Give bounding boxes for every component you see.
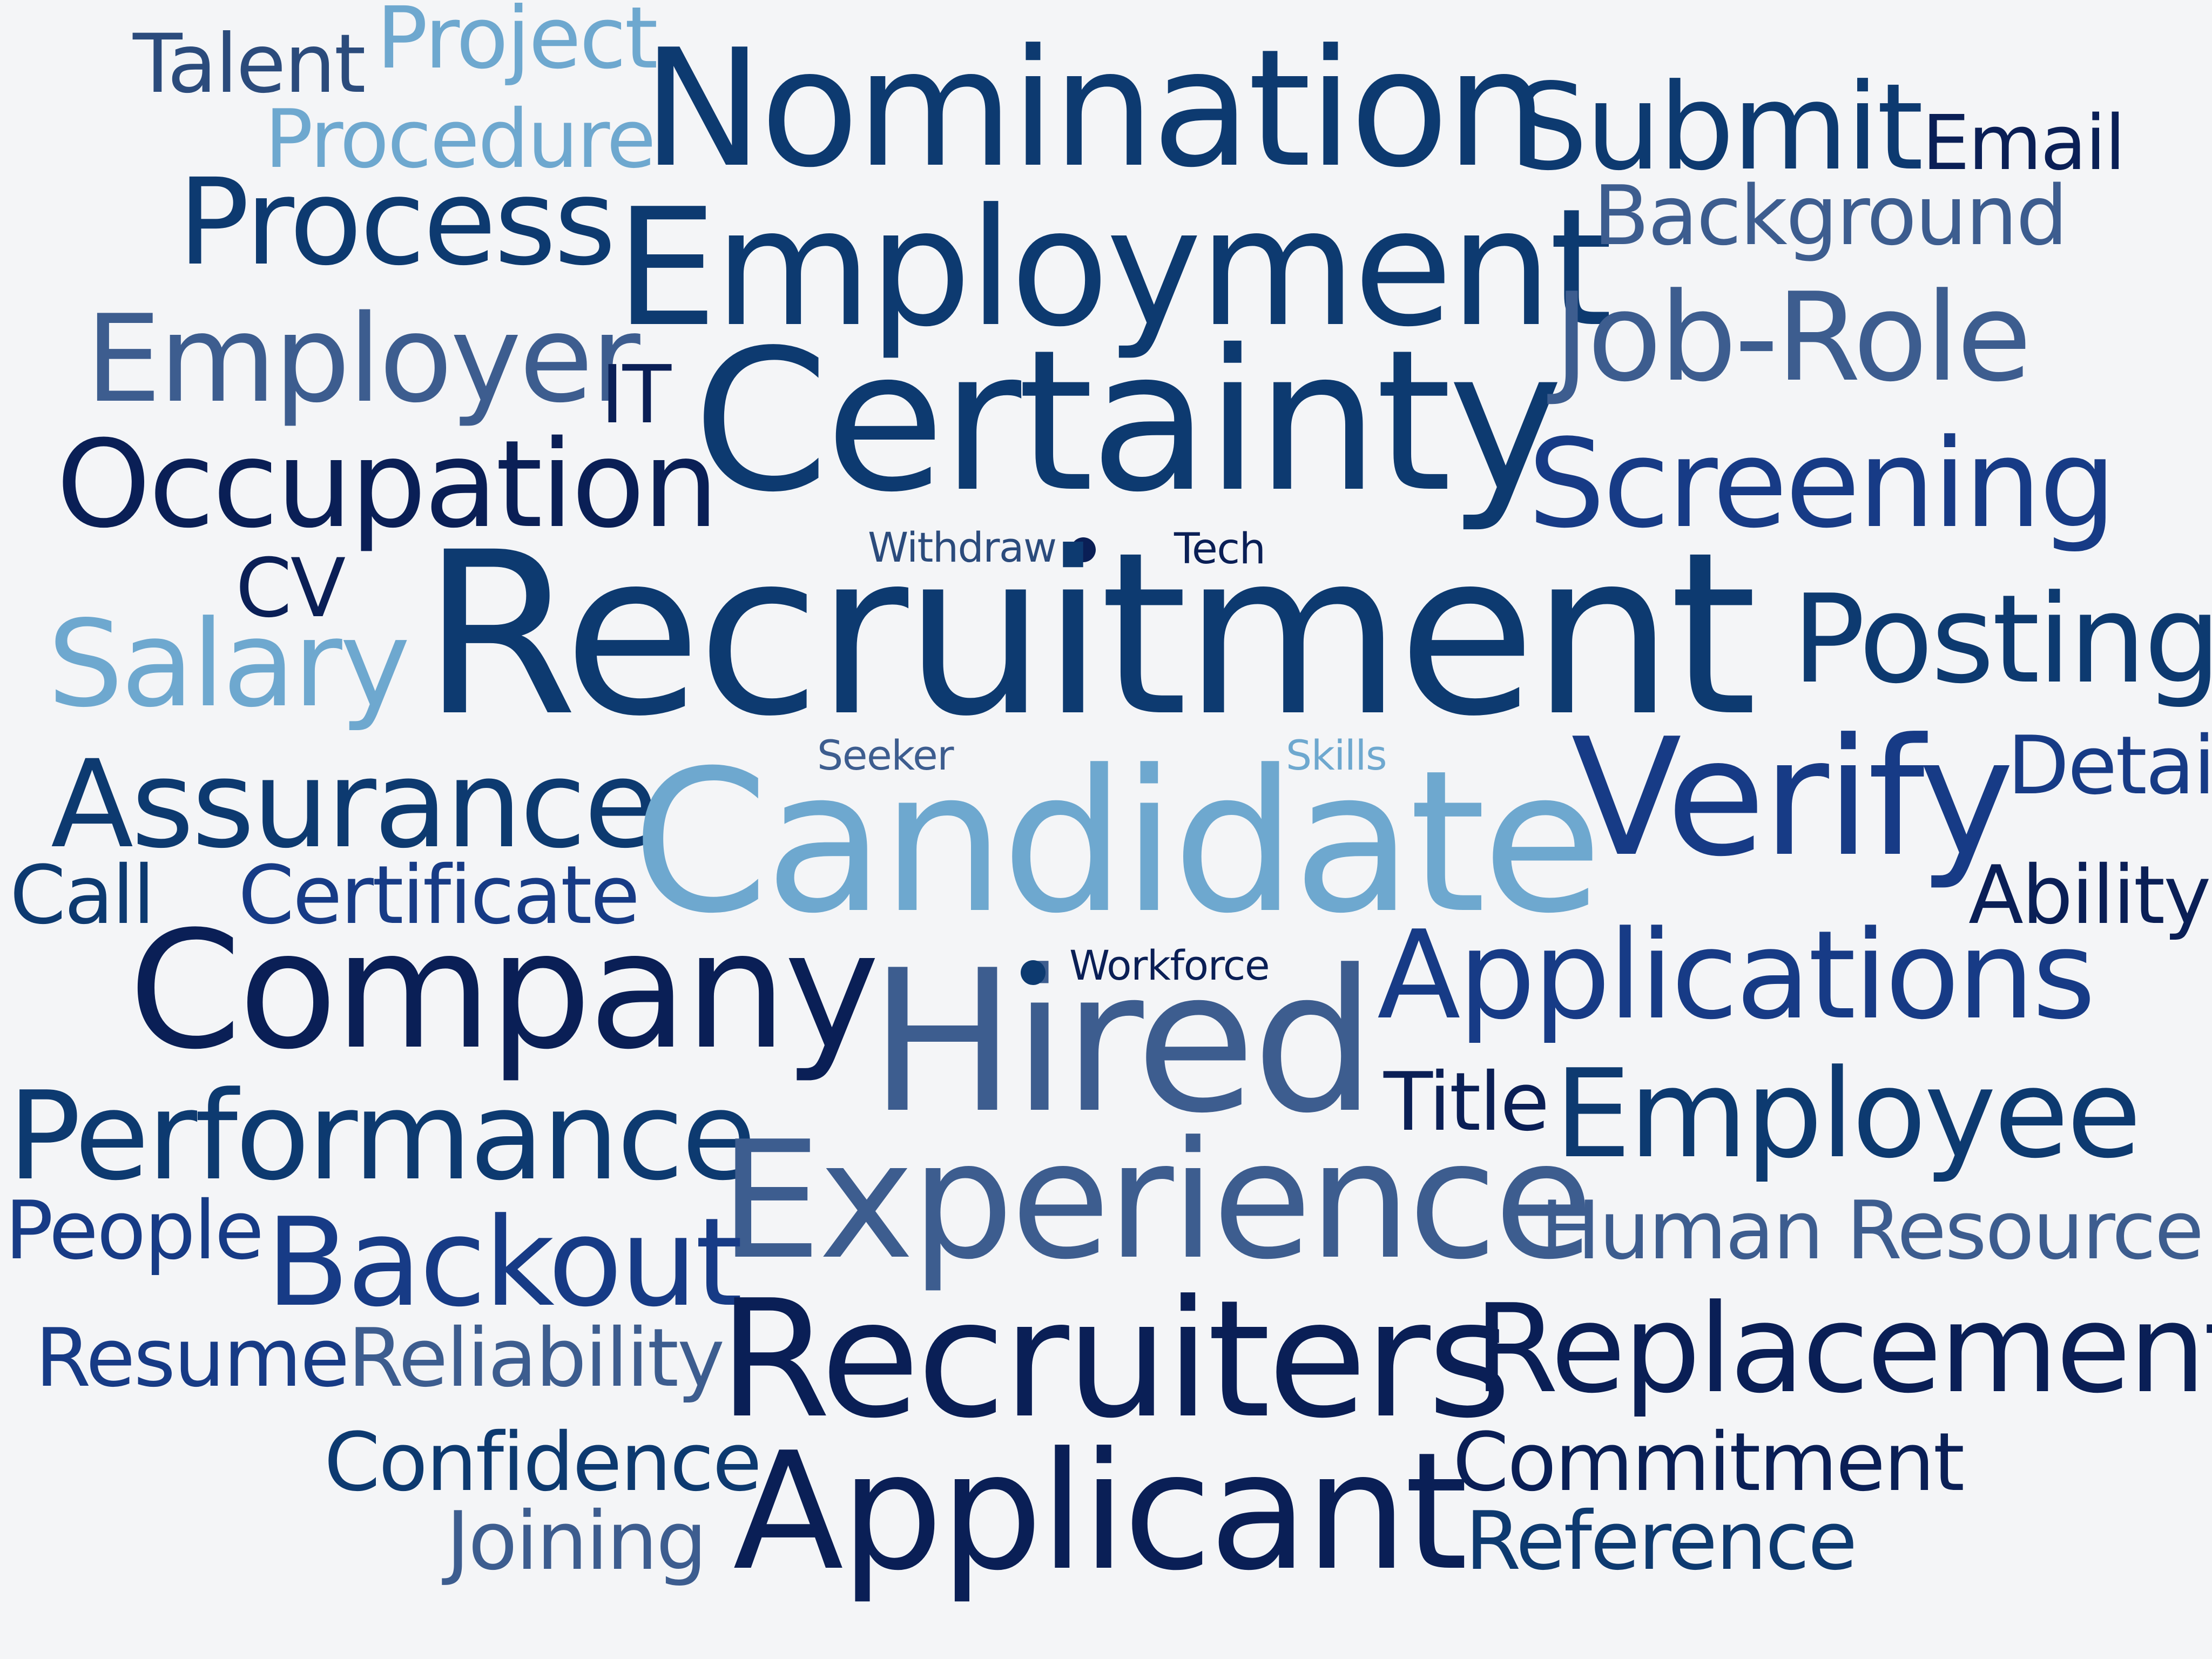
word-talent: Talent — [133, 17, 366, 111]
word-salary: Salary — [48, 595, 410, 734]
word-project: Project — [376, 0, 658, 88]
word-seeker: Seeker — [817, 731, 954, 779]
word-procedure: Procedure — [265, 93, 656, 186]
word-people: People — [5, 1184, 264, 1278]
word-assurance: Assurance — [51, 734, 658, 875]
word-recruitment: Recruitment — [422, 504, 1757, 766]
word-reliability: Reliability — [348, 1312, 725, 1405]
word-applicant: Applicant — [733, 1418, 1468, 1606]
word-human-resource: Human Resource — [1540, 1184, 2204, 1278]
word-withdraw: Withdraw — [868, 523, 1057, 571]
word-certainty: Certainty — [693, 308, 1563, 535]
word-recruiters: Recruiters — [718, 1265, 1512, 1454]
word-submit: Submit — [1512, 58, 1924, 197]
bullet-dot — [1021, 960, 1046, 985]
word-workforce: Workforce — [1069, 941, 1270, 989]
word-experience: Experience — [719, 1107, 1594, 1295]
word-confidence: Confidence — [324, 1416, 762, 1509]
word-reference: Reference — [1465, 1495, 1857, 1588]
word-verify: Verify — [1571, 704, 2014, 892]
word-applications: Applications — [1377, 905, 2096, 1047]
word-nomination: Nomination — [642, 15, 1548, 203]
word-call: Call — [10, 849, 155, 942]
word-cv: CV — [235, 542, 346, 636]
word-employment: Employment — [615, 174, 1613, 362]
word-detail: Detail — [2007, 719, 2212, 813]
word-joining: Joining — [446, 1495, 707, 1588]
word-company: Company — [129, 896, 880, 1085]
word-posting: Posting — [1792, 569, 2212, 711]
bullet-dot — [1071, 537, 1096, 562]
word-it: IT — [601, 348, 671, 441]
word-replacement: Replacement — [1474, 1278, 2212, 1420]
word-skills: Skills — [1286, 731, 1387, 779]
word-candidate: Candidate — [632, 728, 1603, 956]
word-certificate: Certificate — [238, 849, 640, 942]
word-backout: Backout — [266, 1192, 743, 1334]
word-occupation: Occupation — [56, 414, 719, 555]
word-tech: Tech — [1174, 525, 1266, 574]
word-hired: Hired — [869, 928, 1377, 1156]
word-employee: Employee — [1554, 1043, 2142, 1185]
word-resume: Resume — [35, 1312, 349, 1405]
word-background: Background — [1593, 168, 2068, 264]
word-process: Process — [178, 153, 616, 292]
word-ability: Ability — [1968, 849, 2211, 942]
word-email: Email — [1922, 99, 2126, 187]
word-job-role: Job-Role — [1554, 267, 2032, 409]
word-employer: Employer — [85, 289, 640, 429]
word-title: Title — [1384, 1056, 1549, 1149]
word-performance: Performance — [8, 1065, 757, 1208]
word-commitment: Commitment — [1453, 1416, 1965, 1509]
word-screening: Screening — [1528, 413, 2116, 555]
